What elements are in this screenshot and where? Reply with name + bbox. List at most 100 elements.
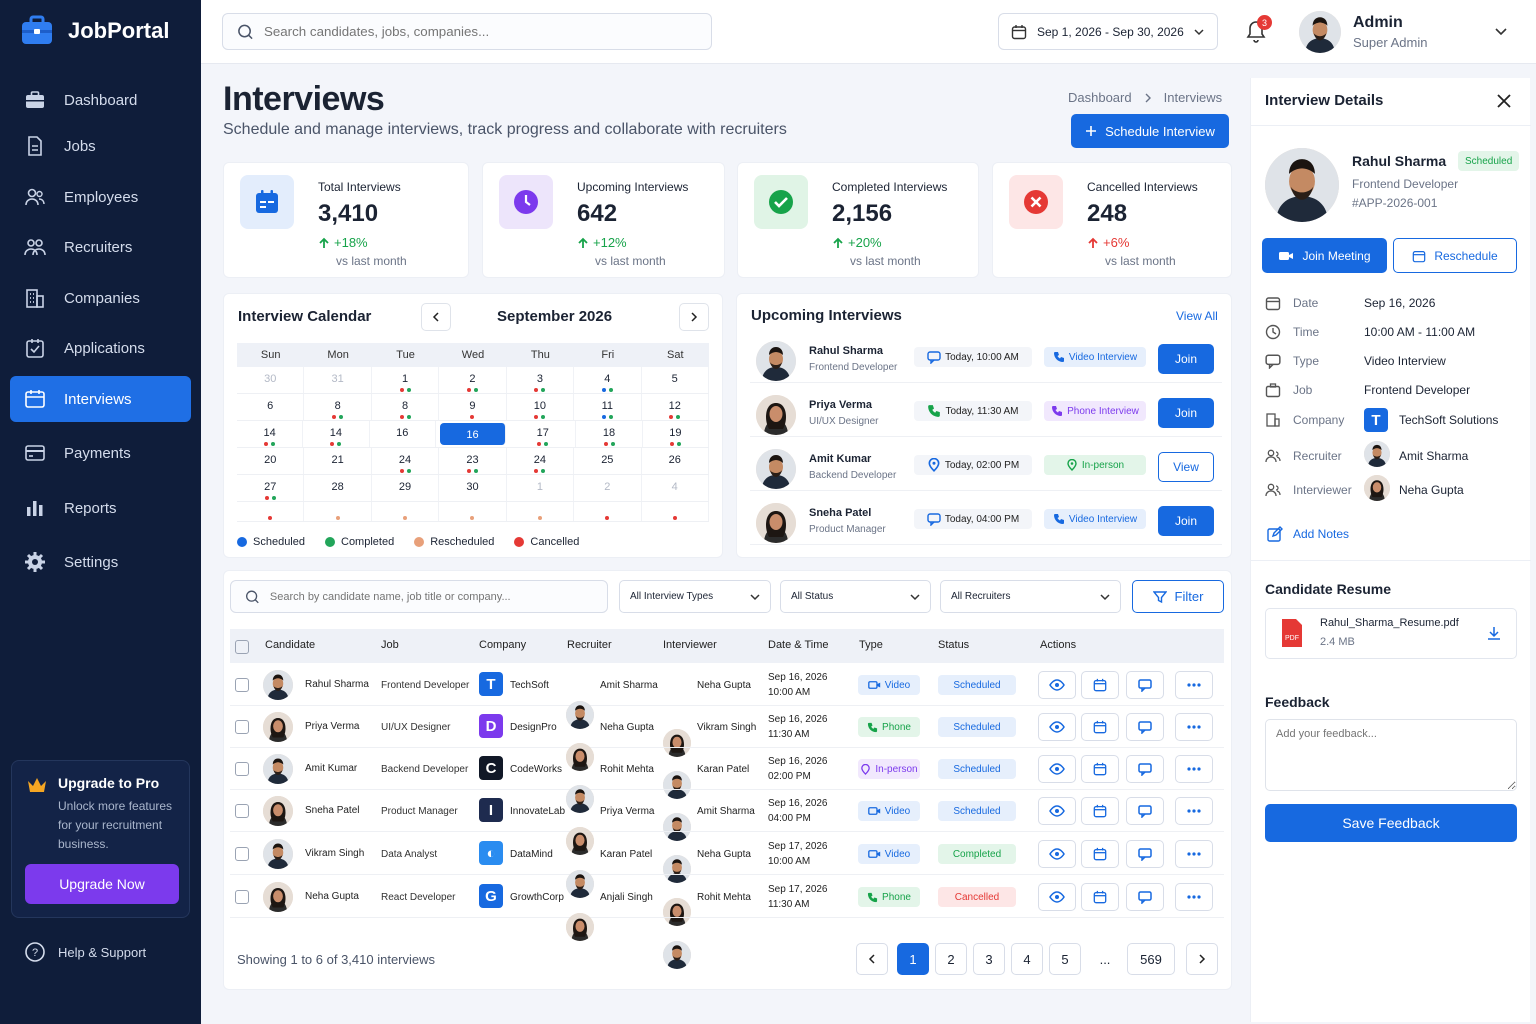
calendar-day[interactable]: 17 <box>510 421 577 447</box>
calendar-day[interactable]: 28 <box>304 475 372 501</box>
calendar-day[interactable]: 26 <box>642 448 709 474</box>
view-action-button[interactable] <box>1038 671 1076 699</box>
calendar-day[interactable]: 4 <box>574 367 642 393</box>
calendar-day[interactable]: 27 <box>237 475 305 501</box>
calendar-day[interactable]: 8 <box>304 394 372 420</box>
row-checkbox[interactable] <box>235 890 249 904</box>
page-button-5[interactable]: 5 <box>1049 943 1081 975</box>
page-button-1[interactable]: 1 <box>897 943 929 975</box>
calendar-day[interactable]: 12 <box>642 394 709 420</box>
sidebar-item-interviews[interactable]: Interviews <box>10 376 191 422</box>
sidebar-item-recruiters[interactable]: Recruiters <box>10 224 191 270</box>
add-notes-button[interactable]: Add Notes <box>1267 526 1349 542</box>
calendar-day[interactable] <box>304 502 372 521</box>
page-button-2[interactable]: 2 <box>935 943 967 975</box>
sidebar-item-payments[interactable]: Payments <box>10 430 191 476</box>
date-range-picker[interactable]: Sep 1, 2026 - Sep 30, 2026 <box>998 13 1218 50</box>
join-button[interactable]: Join <box>1158 344 1214 374</box>
sidebar-item-companies[interactable]: Companies <box>10 275 191 321</box>
close-icon[interactable] <box>1497 94 1511 108</box>
row-checkbox[interactable] <box>235 678 249 692</box>
row-checkbox[interactable] <box>235 847 249 861</box>
more-actions-button[interactable] <box>1175 797 1213 825</box>
calendar-day[interactable]: 30 <box>439 475 507 501</box>
calendar-day[interactable] <box>574 502 642 521</box>
page-button-3[interactable]: 3 <box>973 943 1005 975</box>
candidate-name[interactable]: Rahul Sharma <box>305 679 369 690</box>
calendar-day[interactable]: 2 <box>574 475 642 501</box>
calendar-day[interactable]: 3 <box>507 367 575 393</box>
save-feedback-button[interactable]: Save Feedback <box>1265 804 1517 842</box>
sidebar-item-settings[interactable]: Settings <box>10 539 191 585</box>
view-action-button[interactable] <box>1038 840 1076 868</box>
help-support-link[interactable]: ? Help & Support <box>24 941 146 963</box>
download-icon[interactable] <box>1486 625 1502 641</box>
user-avatar[interactable] <box>1299 11 1341 53</box>
row-checkbox[interactable] <box>235 720 249 734</box>
calendar-day[interactable]: 24 <box>372 448 440 474</box>
view-all-link[interactable]: View All <box>1176 309 1218 323</box>
reschedule-button[interactable]: Reschedule <box>1393 238 1517 273</box>
breadcrumb-dashboard[interactable]: Dashboard <box>1068 90 1132 105</box>
calendar-day[interactable]: 23 <box>439 448 507 474</box>
calendar-day[interactable]: 5 <box>642 367 709 393</box>
calendar-day[interactable]: 19 <box>643 421 709 447</box>
view-button[interactable]: View <box>1158 452 1214 482</box>
calendar-day[interactable]: 30 <box>237 367 305 393</box>
calendar-day[interactable]: 1 <box>507 475 575 501</box>
message-action-button[interactable] <box>1126 671 1164 699</box>
app-logo[interactable]: JobPortal <box>20 14 169 48</box>
more-actions-button[interactable] <box>1175 840 1213 868</box>
upgrade-now-button[interactable]: Upgrade Now <box>25 864 179 904</box>
interview-type-select[interactable]: All Interview Types <box>619 580 771 613</box>
calendar-day[interactable]: 16 <box>439 423 507 445</box>
feedback-textarea[interactable] <box>1265 719 1517 791</box>
table-search[interactable] <box>230 580 608 613</box>
view-action-button[interactable] <box>1038 883 1076 911</box>
recruiters-select[interactable]: All Recruiters <box>940 580 1121 613</box>
calendar-day[interactable]: 1 <box>372 367 440 393</box>
calendar-day[interactable]: 14 <box>303 421 370 447</box>
more-actions-button[interactable] <box>1175 713 1213 741</box>
calendar-day[interactable]: 4 <box>642 475 709 501</box>
message-action-button[interactable] <box>1126 840 1164 868</box>
global-search[interactable] <box>222 13 712 50</box>
sidebar-item-reports[interactable]: Reports <box>10 485 191 531</box>
message-action-button[interactable] <box>1126 755 1164 783</box>
page-next-button[interactable] <box>1186 943 1218 975</box>
page-prev-button[interactable] <box>856 943 888 975</box>
candidate-name[interactable]: Vikram Singh <box>305 848 365 859</box>
row-checkbox[interactable] <box>235 762 249 776</box>
candidate-name[interactable]: Amit Kumar <box>305 763 358 774</box>
calendar-day[interactable]: 31 <box>304 367 372 393</box>
reschedule-action-button[interactable] <box>1081 713 1119 741</box>
filter-button[interactable]: Filter <box>1132 580 1224 613</box>
more-actions-button[interactable] <box>1175 883 1213 911</box>
calendar-day[interactable]: 24 <box>507 448 575 474</box>
view-action-button[interactable] <box>1038 797 1076 825</box>
candidate-name[interactable]: Neha Gupta <box>305 891 359 902</box>
calendar-day[interactable]: 9 <box>439 394 507 420</box>
calendar-day[interactable]: 16 <box>370 421 436 447</box>
sidebar-item-applications[interactable]: Applications <box>10 325 191 371</box>
calendar-day[interactable] <box>642 502 709 521</box>
calendar-day[interactable]: 18 <box>576 421 643 447</box>
calendar-day[interactable]: 14 <box>237 421 304 447</box>
more-actions-button[interactable] <box>1175 671 1213 699</box>
calendar-day[interactable]: 21 <box>304 448 372 474</box>
reschedule-action-button[interactable] <box>1081 797 1119 825</box>
calendar-day[interactable]: 20 <box>237 448 305 474</box>
join-button[interactable]: Join <box>1158 398 1214 428</box>
table-search-input[interactable] <box>269 590 607 603</box>
row-checkbox[interactable] <box>235 804 249 818</box>
message-action-button[interactable] <box>1126 883 1164 911</box>
calendar-day[interactable]: 25 <box>574 448 642 474</box>
more-actions-button[interactable] <box>1175 755 1213 783</box>
calendar-prev-button[interactable] <box>421 303 451 331</box>
global-search-input[interactable] <box>263 24 711 39</box>
candidate-name[interactable]: Priya Verma <box>305 721 360 732</box>
calendar-day[interactable]: 29 <box>372 475 440 501</box>
sidebar-item-employees[interactable]: Employees <box>10 174 191 220</box>
join-meeting-button[interactable]: Join Meeting <box>1262 238 1387 273</box>
sidebar-item-dashboard[interactable]: Dashboard <box>10 77 191 123</box>
